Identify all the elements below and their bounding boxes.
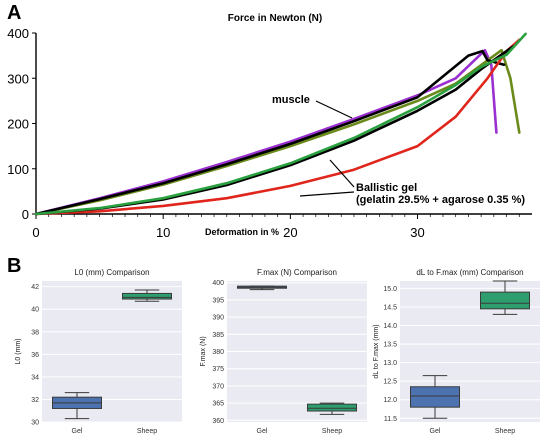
y-tick-label: 385	[212, 332, 224, 339]
x-category-label: Gel	[72, 428, 83, 435]
panel-label-a: A	[7, 2, 22, 24]
y-tick-label: 14.5	[383, 304, 397, 311]
series-line-ballistic-gel-6	[34, 32, 527, 216]
box-gel	[410, 386, 460, 408]
y-tick-label: 400	[212, 280, 224, 287]
x-category-label: Gel	[430, 428, 441, 435]
y-tick-label: 370	[212, 383, 224, 390]
x-tick-label: 10	[156, 225, 170, 240]
y-tick-label: 36	[31, 352, 39, 359]
y-tick-label: 13.0	[383, 360, 397, 367]
y-tick-label: 30	[31, 420, 39, 427]
y-tick-label: 200	[7, 117, 29, 132]
box-plot-comparisons: 30 32 34 36 38 40 42 L0 (mm) Comparison L0 (mm) G…	[15, 268, 540, 435]
x-category-label: Gel	[257, 428, 268, 435]
x-category-label: Sheep	[322, 428, 342, 435]
series-line-ballistic-gel-4	[34, 38, 521, 216]
y-tick-label: 380	[212, 349, 224, 356]
y-tick-label: 300	[7, 71, 29, 86]
y-tick-label: 390	[212, 315, 224, 322]
y-tick-label: 15.0	[383, 286, 397, 293]
box-sheep	[307, 403, 357, 412]
annotation-muscle: muscle	[272, 94, 310, 106]
annotation-gel-composition: (gelatin 29.5% + agarose 0.35 %)	[356, 194, 525, 206]
annotation-muscle-pointer	[315, 100, 353, 119]
y-tick-label: 100	[7, 162, 29, 177]
y-tick-label: 360	[212, 418, 224, 425]
annotation-ballistic-gel: Ballistic gel	[356, 182, 417, 194]
box-plot-3: 11.5 12.0 12.5 13.0 13.5 14.0 14.5 15.0 dL to F.…	[373, 268, 540, 435]
y-tick-label: 12.0	[383, 397, 397, 404]
y-tick-label: 32	[31, 397, 39, 404]
y-axis-label: F.max (N)	[200, 336, 207, 366]
series-line-muscle-3	[34, 49, 506, 216]
box-sheep	[122, 292, 172, 300]
y-tick-label: 42	[31, 284, 39, 291]
box-plot-title: dL to F.max (mm) Comparison	[416, 268, 523, 277]
x-tick-label: 30	[410, 225, 424, 240]
box-plot-2: 360 365 370 375 380 385 390 395 400 F.max (N) Com…	[200, 268, 367, 435]
y-tick-label: 11.5	[384, 416, 397, 423]
box-sheep	[480, 291, 530, 310]
series-line-muscle-1	[34, 48, 498, 216]
annotation-gel-pointer-2	[299, 191, 355, 197]
y-tick-label: 400	[7, 26, 29, 41]
y-tick-label: 395	[212, 297, 224, 304]
y-axis-label: L0 (mm)	[15, 338, 22, 364]
box-plot-title: F.max (N) Comparison	[257, 268, 337, 277]
y-tick-label: 34	[31, 374, 39, 381]
chart-axes: 0 100 200 300 400 0 10 20 30 Deformation in %	[7, 26, 532, 240]
chart-annotations: muscle Ballistic gel(gelatin 29.5% + agar…	[272, 94, 525, 206]
box-plot-group: 30 32 34 36 38 40 42 L0 (mm) Comparison L0 (mm) G…	[15, 268, 540, 435]
force-deformation-chart: Force in Newton (N) 0 100 200 300 400 0 10 20 30…	[7, 13, 532, 240]
y-tick-label: 40	[31, 307, 39, 314]
y-tick-label: 12.5	[383, 379, 397, 386]
y-tick-label: 13.5	[383, 342, 397, 349]
x-tick-label: 0	[32, 225, 39, 240]
x-category-label: Sheep	[495, 428, 515, 435]
y-tick-label: 365	[212, 401, 224, 408]
box-plot-1: 30 32 34 36 38 40 42 L0 (mm) Comparison L0 (mm) G…	[15, 268, 182, 435]
y-tick-label: 0	[22, 207, 29, 222]
chart-series-group	[34, 32, 527, 216]
x-axis-label: Deformation in %	[205, 227, 279, 237]
y-tick-label: 14.0	[383, 323, 397, 330]
y-tick-label: 375	[212, 366, 224, 373]
box-plot-title: L0 (mm) Comparison	[74, 268, 149, 277]
panel-label-b: B	[7, 255, 22, 277]
x-category-label: Sheep	[137, 428, 157, 435]
y-axis-label: dL to F.max (mm)	[373, 324, 380, 378]
y-tick-label: 38	[31, 329, 39, 336]
x-tick-label: 20	[283, 225, 297, 240]
chart-title: Force in Newton (N)	[228, 13, 322, 24]
annotation-gel-pointer-1	[329, 159, 355, 188]
series-line-muscle-2	[34, 48, 521, 216]
